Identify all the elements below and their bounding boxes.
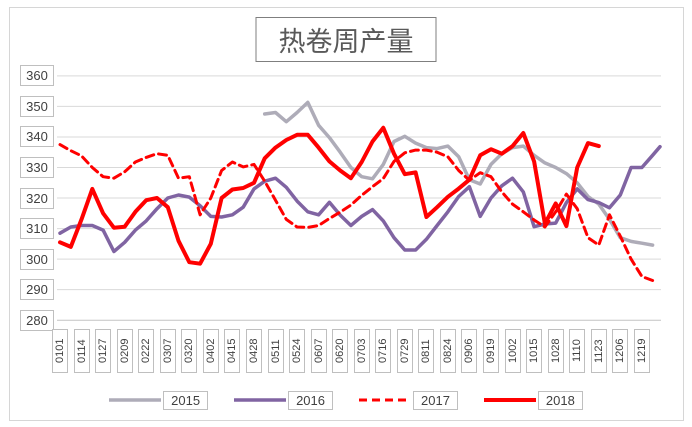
x-tick-label-0919: 0919 [483,329,499,373]
legend-item-2017: 2017 [359,390,458,410]
x-tick-label-0209: 0209 [116,329,133,373]
legend-label-2016: 2016 [288,390,333,410]
series-line-2016 [58,144,662,254]
x-tick-label-0824: 0824 [439,329,456,373]
legend-swatch-2017 [359,398,411,402]
legend-label-2017: 2017 [413,390,458,410]
y-tick-label-350: 350 [20,95,54,117]
y-tick-label-290: 290 [20,279,54,301]
chart-title: 热卷周产量 [255,17,437,62]
series-line-2018 [58,125,601,266]
y-tick-label-360: 360 [20,65,54,87]
x-tick-label-0415: 0415 [224,329,241,373]
x-tick-label-1028: 1028 [547,329,564,373]
legend-item-2015: 2015 [109,390,209,410]
legend-item-2016: 2016 [234,390,333,410]
chart-legend: 2015 2016 2017 2018 [0,387,692,413]
x-tick-label-0703: 0703 [353,329,370,373]
y-tick-label-310: 310 [20,218,54,240]
legend-label-2018: 2018 [537,390,583,410]
x-tick-label-1002: 1002 [504,329,521,373]
x-tick-label-0620: 0620 [332,329,349,373]
x-tick-label-1110: 1110 [569,329,586,373]
x-tick-label-0524: 0524 [289,329,306,373]
legend-item-2018: 2018 [483,390,583,410]
series-line-2017 [58,143,655,282]
x-tick-label-1123: 1123 [590,329,607,373]
y-tick-label-320: 320 [20,187,54,209]
x-tick-label-0729: 0729 [396,329,413,373]
legend-swatch-2016 [234,398,287,402]
x-tick-label-0811: 0811 [418,329,435,373]
x-tick-label-0402: 0402 [202,329,219,373]
x-tick-label-0511: 0511 [267,329,284,373]
y-tick-label-340: 340 [20,126,54,148]
x-tick-label-1206: 1206 [612,329,629,373]
y-tick-label-300: 300 [20,248,54,270]
legend-swatch-2018 [483,398,536,402]
x-tick-label-1219: 1219 [633,329,650,373]
legend-swatch-2015 [109,398,162,402]
x-tick-label-0607: 0607 [310,329,327,373]
y-tick-label-280: 280 [20,309,54,331]
x-tick-label-0307: 0307 [159,329,176,373]
x-tick-label-0906: 0906 [461,329,478,373]
legend-label-2015: 2015 [163,390,209,410]
x-tick-label-0222: 0222 [138,329,155,373]
x-tick-label-0114: 0114 [73,329,90,373]
x-tick-label-0428: 0428 [245,329,262,373]
x-tick-label-0320: 0320 [181,329,198,373]
x-tick-label-0716: 0716 [375,329,392,373]
series-line-2015 [262,100,655,247]
x-tick-label-1015: 1015 [526,329,543,373]
x-tick-label-0101: 0101 [52,329,68,373]
x-tick-label-0127: 0127 [95,329,112,373]
y-tick-label-330: 330 [20,156,54,178]
